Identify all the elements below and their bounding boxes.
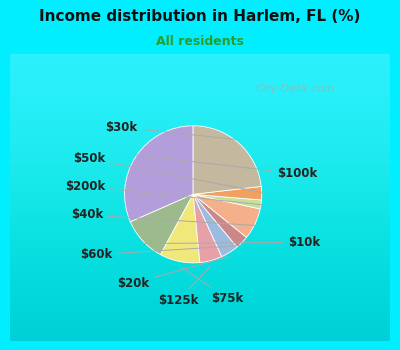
Wedge shape xyxy=(193,194,260,237)
Text: $60k: $60k xyxy=(80,245,242,261)
Text: $10k: $10k xyxy=(142,236,320,249)
Wedge shape xyxy=(193,187,262,200)
Text: Income distribution in Harlem, FL (%): Income distribution in Harlem, FL (%) xyxy=(39,9,361,24)
Wedge shape xyxy=(193,194,237,257)
Wedge shape xyxy=(193,194,246,247)
Wedge shape xyxy=(160,194,200,263)
Text: All residents: All residents xyxy=(156,35,244,48)
Wedge shape xyxy=(130,194,193,255)
Text: $125k: $125k xyxy=(158,266,210,307)
Text: $30k: $30k xyxy=(105,121,239,140)
Wedge shape xyxy=(193,194,222,262)
Text: City-Data.com: City-Data.com xyxy=(255,84,335,94)
Text: $200k: $200k xyxy=(65,180,262,205)
Text: $40k: $40k xyxy=(71,208,256,225)
Wedge shape xyxy=(124,126,193,222)
Text: $50k: $50k xyxy=(73,152,263,192)
Text: $100k: $100k xyxy=(135,155,318,180)
Text: $20k: $20k xyxy=(117,257,229,290)
Text: $75k: $75k xyxy=(181,267,244,305)
Wedge shape xyxy=(193,126,261,194)
Wedge shape xyxy=(193,194,262,209)
